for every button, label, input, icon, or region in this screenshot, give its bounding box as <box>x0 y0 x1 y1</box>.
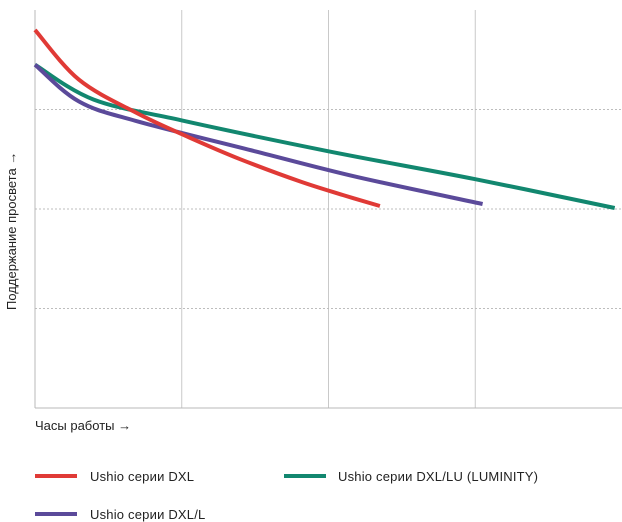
legend-item-1: Ushio серии DXL/LU (LUMINITY) <box>284 469 538 484</box>
legend: Ushio серии DXL Ushio серии DXL/LU (LUMI… <box>35 469 538 522</box>
legend-label-2: Ushio серии DXL/L <box>90 507 205 522</box>
series-line-2 <box>33 63 484 206</box>
series-lines <box>33 28 616 210</box>
axes <box>34 10 622 409</box>
x-axis-title: Часы работы → <box>35 418 131 433</box>
legend-item-0: Ushio серии DXL <box>35 469 194 484</box>
grid <box>35 10 622 408</box>
y-axis-title: Поддержание просвета → <box>4 152 19 310</box>
legend-label-1: Ushio серии DXL/LU (LUMINITY) <box>338 469 538 484</box>
series-line-0 <box>33 28 381 208</box>
series-line-1 <box>33 62 616 210</box>
legend-label-0: Ushio серии DXL <box>90 469 194 484</box>
legend-item-2: Ushio серии DXL/L <box>35 507 205 522</box>
